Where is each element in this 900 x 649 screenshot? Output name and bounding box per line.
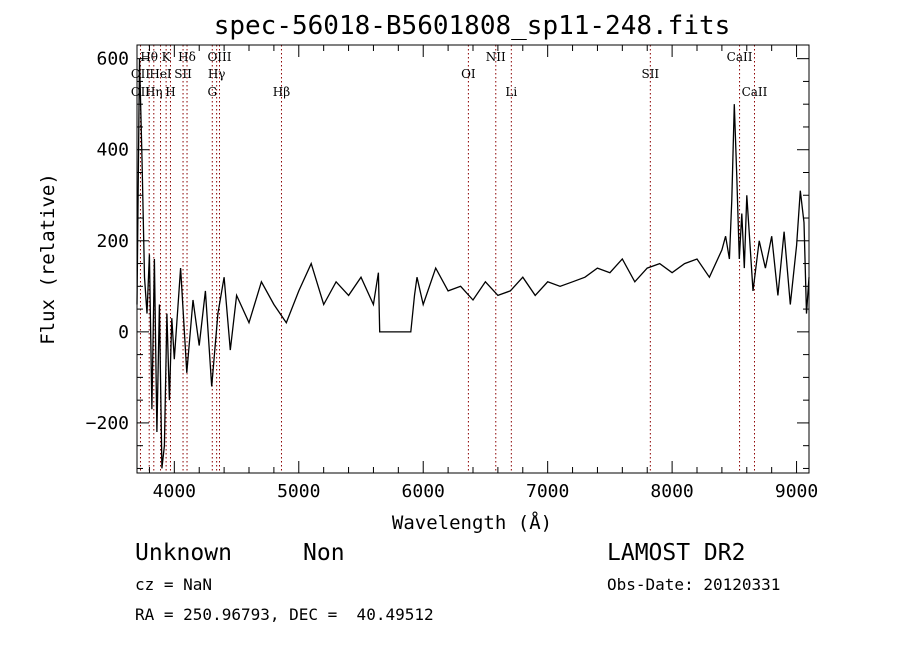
obs-date: Obs-Date: 20120331: [607, 575, 780, 594]
x-axis-label: Wavelength (Å): [392, 511, 552, 534]
spectral-line-label: SII: [641, 67, 659, 81]
y-tick-label: 200: [96, 231, 129, 252]
x-tick-label: 6000: [402, 481, 445, 502]
x-tick-label: 5000: [277, 481, 320, 502]
spectral-line-label: OI: [461, 67, 476, 81]
plot-frame: [136, 44, 810, 474]
spectral-line-label: NII: [486, 50, 506, 64]
x-tick-label: 4000: [153, 481, 196, 502]
y-tick-label: 600: [96, 49, 129, 70]
chart-title: spec-56018-B5601808_sp11-248.fits: [214, 11, 731, 41]
spectral-line-label: Hη: [145, 85, 163, 99]
spectral-line-label: Hδ: [178, 50, 196, 64]
spectral-line-label: HeI: [149, 67, 172, 81]
survey-name: LAMOST DR2: [607, 540, 745, 566]
spectral-line-label: CaII: [727, 50, 753, 64]
spectral-line-label: OII: [131, 67, 151, 81]
spectral-line-label: Hγ: [208, 67, 226, 81]
ra-dec-coordinates: RA = 250.96793, DEC = 40.49512: [135, 605, 434, 624]
y-axis-label: Flux (relative): [37, 173, 59, 345]
x-tick-label: 9000: [775, 481, 818, 502]
spectral-line-label: SII: [174, 67, 192, 81]
x-tick-label: 7000: [526, 481, 569, 502]
redshift-cz: cz = NaN: [135, 575, 212, 594]
y-tick-label: 0: [118, 322, 129, 343]
spectral-line-markers: [139, 45, 755, 473]
spectral-line-label: Hθ: [140, 50, 158, 64]
y-axis-ticks: −200 0 200 400 600: [86, 49, 809, 469]
spectral-line-label: H: [165, 85, 175, 99]
object-class: Unknown: [135, 540, 232, 566]
x-tick-label: 8000: [650, 481, 693, 502]
spectral-line-label: Hβ: [273, 85, 290, 99]
spectrum-line: [136, 58, 810, 469]
object-subclass: Non: [303, 540, 345, 566]
x-axis-ticks: 4000 5000 6000 7000 8000 9000: [148, 45, 818, 502]
y-tick-label: −200: [86, 413, 129, 434]
spectral-line-label: Li: [505, 85, 517, 99]
spectral-line-label: K: [162, 50, 172, 64]
spectral-line-label: G: [207, 85, 217, 99]
spectral-line-label: CaII: [742, 85, 768, 99]
spectral-line-label: OIII: [207, 50, 231, 64]
y-tick-label: 400: [96, 140, 129, 161]
